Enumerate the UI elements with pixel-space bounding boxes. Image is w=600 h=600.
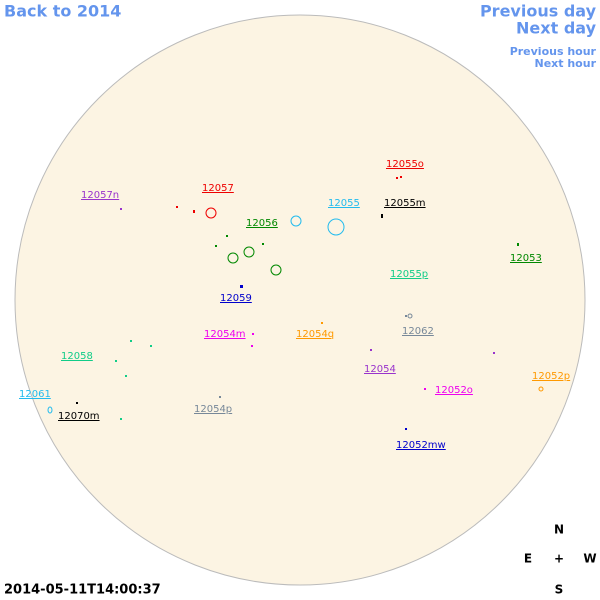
spot	[243, 246, 255, 258]
compass-north: N	[554, 523, 564, 537]
region-label[interactable]: 12054p	[194, 404, 232, 415]
sunspot-dots	[76, 176, 519, 430]
region-label[interactable]: 12059	[220, 293, 252, 304]
region-label[interactable]: 12054q	[296, 329, 334, 340]
solar-disk	[14, 14, 586, 586]
region-label[interactable]: 12054m	[204, 329, 246, 340]
back-link[interactable]: Back to 2014	[4, 2, 121, 21]
region-label[interactable]: 12055p	[390, 269, 428, 280]
region-labels: 12055o 12057 12057n 12055 12055m 12056 1…	[19, 159, 570, 451]
region-label[interactable]: 12058	[61, 351, 93, 362]
previous-day-link[interactable]: Previous day	[480, 2, 597, 21]
region-label[interactable]: 12056	[246, 218, 278, 229]
compass-west: W	[583, 552, 596, 566]
region-label[interactable]: 12055	[328, 198, 360, 209]
region-label[interactable]: 12055o	[386, 159, 424, 170]
region-label[interactable]: 12070m	[58, 411, 100, 422]
compass-east: E	[524, 552, 532, 566]
spot	[538, 386, 544, 392]
region-label[interactable]: 12052o	[435, 385, 473, 396]
region-label[interactable]: 12052mw	[396, 440, 446, 451]
compass-south: S	[555, 583, 564, 597]
spot	[205, 207, 217, 219]
next-day-link[interactable]: Next day	[516, 19, 597, 38]
timestamp: 2014-05-11T14:00:37	[4, 583, 161, 598]
spot	[290, 215, 302, 227]
region-label[interactable]: 12057n	[81, 190, 119, 201]
spot	[47, 406, 53, 414]
region-label[interactable]: 12055m	[384, 198, 426, 209]
region-label[interactable]: 12053	[510, 253, 542, 264]
next-hour-link[interactable]: Next hour	[535, 57, 597, 70]
compass-center: +	[554, 552, 564, 566]
region-label[interactable]: 12061	[19, 389, 51, 400]
spot	[270, 264, 282, 276]
region-label[interactable]: 12062	[402, 326, 434, 337]
spot	[407, 313, 413, 319]
spot	[227, 252, 239, 264]
region-label[interactable]: 12057	[202, 183, 234, 194]
compass: N E + W S	[524, 523, 597, 597]
spot	[327, 218, 345, 236]
previous-hour-link[interactable]: Previous hour	[510, 45, 597, 58]
region-label[interactable]: 12054	[364, 364, 396, 375]
sunspot-markers	[47, 207, 544, 414]
region-label[interactable]: 12052p	[532, 371, 570, 382]
